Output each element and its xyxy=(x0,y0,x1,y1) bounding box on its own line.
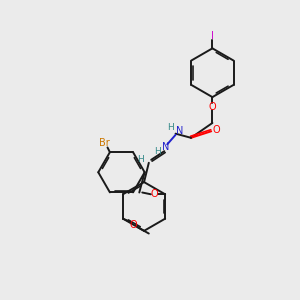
Text: O: O xyxy=(208,102,216,112)
Text: I: I xyxy=(211,31,214,41)
Text: H: H xyxy=(154,147,161,156)
Text: N: N xyxy=(176,126,183,136)
Text: O: O xyxy=(130,220,137,230)
Text: H: H xyxy=(167,123,174,132)
Text: N: N xyxy=(162,142,170,152)
Text: H: H xyxy=(137,155,144,164)
Text: O: O xyxy=(151,189,159,199)
Text: O: O xyxy=(212,125,220,135)
Text: Br: Br xyxy=(99,138,109,148)
